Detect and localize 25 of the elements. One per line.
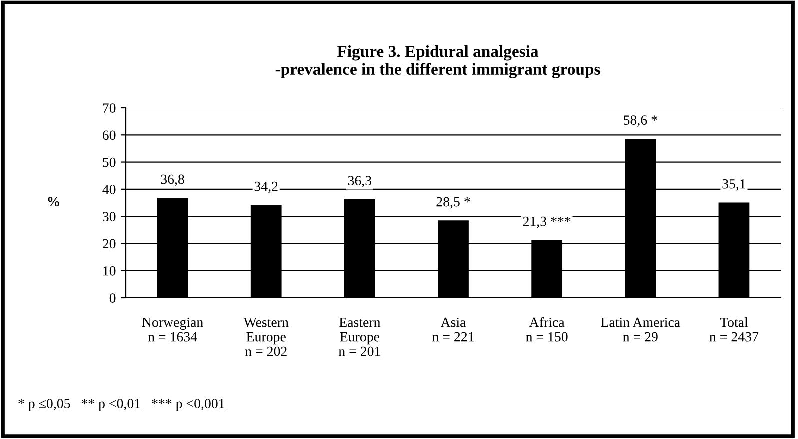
y-tick-label: 0 xyxy=(110,294,116,303)
y-tick-label: 30 xyxy=(103,212,116,222)
y-tick-label: 50 xyxy=(103,158,116,168)
x-tick-label: Western Europe n = 202 xyxy=(244,318,289,356)
chart-title: Figure 3. Epidural analgesia -prevalence in the different immigrant groups xyxy=(276,45,600,79)
data-label: 58,6 * xyxy=(624,116,658,128)
text: * p ≤0,05 ** p <0,01 *** p <0,001 xyxy=(18,399,224,412)
data-label: 21,3 *** xyxy=(523,216,571,228)
data-label: 34,2 xyxy=(254,182,278,194)
x-tick-label: Total n = 2437 xyxy=(710,317,759,342)
y-tick-label: 40 xyxy=(102,185,116,194)
y-tick-label: 70 xyxy=(103,104,116,113)
x-tick-label: Eastern Europe n = 201 xyxy=(338,318,381,356)
data-label: 28,5 * xyxy=(436,197,470,209)
x-tick-label: Latin America n = 29 xyxy=(601,318,680,342)
y-tick-label: 60 xyxy=(102,130,116,140)
x-tick-label: Africa n = 150 xyxy=(526,317,568,342)
data-label: 36,8 xyxy=(161,174,184,186)
data-label: 36,3 xyxy=(348,176,372,188)
y-axis-title: % xyxy=(48,197,60,207)
y-tick-label: 20 xyxy=(103,239,116,249)
data-label: 35,1 xyxy=(722,179,746,191)
y-tick-label: 10 xyxy=(104,266,116,276)
x-tick-label: Norwegian n = 1634 xyxy=(142,318,204,342)
x-tick-label: Asia n = 221 xyxy=(432,318,474,342)
